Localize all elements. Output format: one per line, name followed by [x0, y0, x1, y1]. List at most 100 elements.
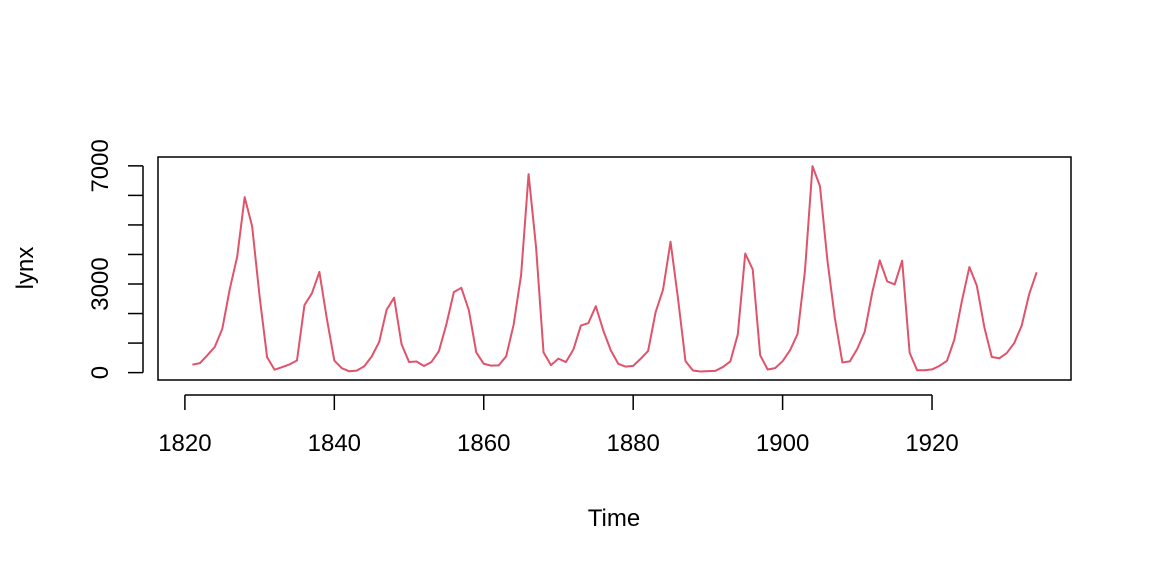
data-point: [356, 370, 358, 372]
data-point: [729, 360, 731, 362]
y-axis-label: lynx: [12, 247, 39, 290]
data-point: [430, 361, 432, 363]
data-point: [1006, 352, 1008, 354]
data-point: [662, 289, 664, 291]
data-point: [655, 311, 657, 313]
data-point: [909, 352, 911, 354]
data-point: [752, 268, 754, 270]
data-point: [602, 330, 604, 332]
data-point: [864, 331, 866, 333]
data-point: [953, 338, 955, 340]
data-point: [834, 317, 836, 319]
x-tick-label: 1900: [756, 430, 809, 457]
data-point: [587, 322, 589, 324]
y-axis: 0 3000 7000: [87, 139, 144, 379]
data-point: [438, 350, 440, 352]
data-point: [976, 285, 978, 287]
data-point: [617, 363, 619, 365]
data-point: [744, 253, 746, 255]
data-point: [311, 292, 313, 294]
data-point: [1013, 342, 1015, 344]
data-point: [199, 362, 201, 364]
data-point: [445, 323, 447, 325]
data-point: [924, 369, 926, 371]
data-point: [632, 365, 634, 367]
data-point: [453, 291, 455, 293]
plot-frame: [157, 156, 1072, 381]
data-point: [991, 356, 993, 358]
data-point: [520, 274, 522, 276]
data-point: [348, 370, 350, 372]
data-point: [408, 361, 410, 363]
data-point: [1028, 293, 1030, 295]
data-point: [983, 326, 985, 328]
data-point: [961, 300, 963, 302]
data-point: [468, 309, 470, 311]
y-tick-label: 0: [87, 366, 114, 379]
data-point: [244, 196, 246, 198]
data-points: [191, 165, 1037, 372]
data-point: [221, 328, 223, 330]
data-point: [722, 366, 724, 368]
data-point: [318, 271, 320, 273]
data-point: [259, 296, 261, 298]
data-point: [782, 360, 784, 362]
data-point: [841, 361, 843, 363]
data-point: [670, 241, 672, 243]
data-point: [416, 360, 418, 362]
data-point: [236, 256, 238, 258]
data-point: [251, 225, 253, 227]
data-point: [946, 360, 948, 362]
data-point: [341, 367, 343, 369]
y-tick-label: 3000: [87, 257, 114, 310]
data-point: [595, 305, 597, 307]
x-tick-label: 1840: [308, 430, 361, 457]
data-point: [886, 280, 888, 282]
data-point: [513, 324, 515, 326]
data-point: [1021, 325, 1023, 327]
data-point: [640, 358, 642, 360]
data-point: [737, 333, 739, 335]
data-point: [811, 165, 813, 167]
data-point: [968, 266, 970, 268]
data-point: [386, 309, 388, 311]
data-point: [916, 369, 918, 371]
data-point: [565, 361, 567, 363]
data-point: [483, 363, 485, 365]
data-point: [849, 360, 851, 362]
x-axis-label: Time: [588, 505, 640, 532]
data-point: [797, 333, 799, 335]
x-tick-label: 1880: [606, 430, 659, 457]
data-point: [856, 348, 858, 350]
data-point: [939, 365, 941, 367]
data-point: [206, 354, 208, 356]
data-point: [326, 318, 328, 320]
x-tick-label: 1820: [158, 430, 211, 457]
data-point: [804, 269, 806, 271]
data-point: [296, 360, 298, 362]
data-point: [699, 370, 701, 372]
data-point: [789, 349, 791, 351]
data-point: [378, 341, 380, 343]
data-point: [819, 185, 821, 187]
data-point: [363, 365, 365, 367]
data-point: [692, 369, 694, 371]
data-point: [759, 354, 761, 356]
data-point: [901, 260, 903, 262]
data-point: [498, 364, 500, 366]
x-tick-label: 1860: [457, 430, 510, 457]
data-point: [677, 297, 679, 299]
data-point: [550, 364, 552, 366]
data-point: [714, 370, 716, 372]
data-point: [572, 348, 574, 350]
data-point: [401, 343, 403, 345]
data-point: [707, 370, 709, 372]
data-point: [647, 350, 649, 352]
data-point: [557, 358, 559, 360]
data-point: [460, 287, 462, 289]
data-point: [229, 288, 231, 290]
data-point: [393, 297, 395, 299]
data-point: [423, 365, 425, 367]
y-tick-label: 7000: [87, 139, 114, 192]
